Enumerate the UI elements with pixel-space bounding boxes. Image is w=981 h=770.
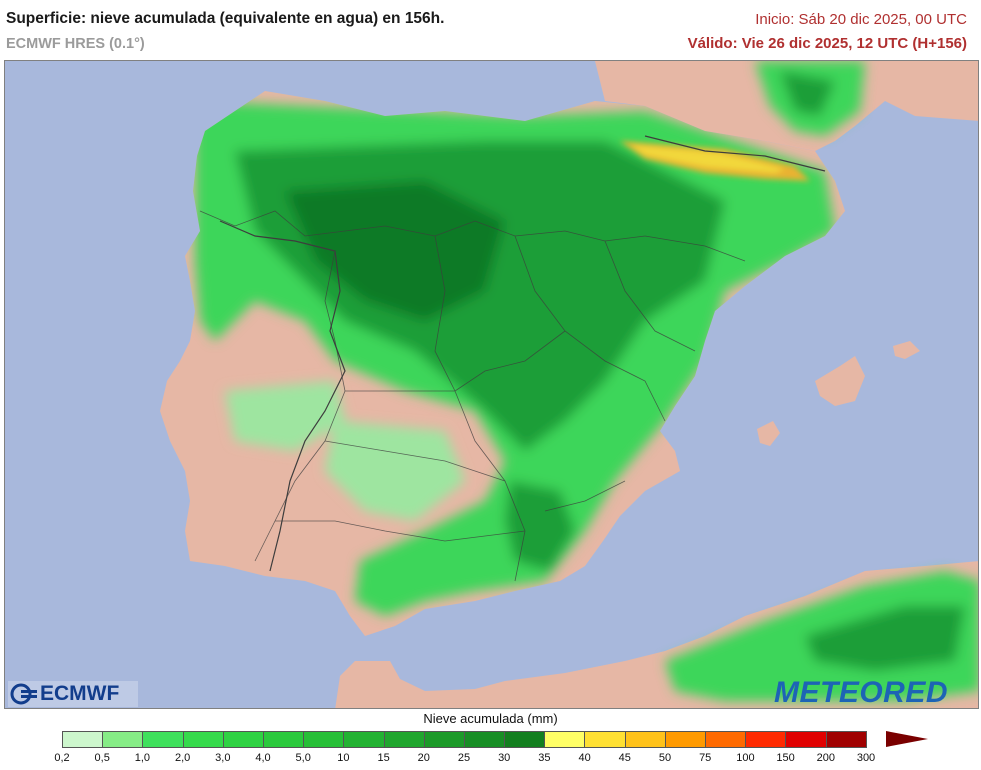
ecmwf-logo: ECMWF bbox=[8, 681, 138, 707]
legend-swatch bbox=[383, 731, 425, 748]
legend-tick-label: 0,5 bbox=[94, 752, 110, 764]
legend-tick-label: 200 bbox=[816, 752, 835, 764]
land-corsica-edge bbox=[945, 61, 978, 115]
legend-swatch bbox=[303, 731, 345, 748]
legend-tick-label: 1,0 bbox=[134, 752, 151, 764]
legend-tick-label: 75 bbox=[699, 752, 712, 764]
snow-map[interactable] bbox=[4, 60, 979, 709]
land-mallorca bbox=[815, 356, 865, 406]
legend-swatch bbox=[544, 731, 586, 748]
page-title: Superficie: nieve acumulada (equivalente… bbox=[6, 10, 445, 27]
legend-swatch bbox=[102, 731, 144, 748]
legend-swatch bbox=[584, 731, 626, 748]
legend-tick-label: 30 bbox=[498, 752, 511, 764]
legend-tick-label: 10 bbox=[337, 752, 350, 764]
snow-france bbox=[755, 61, 865, 136]
land-menorca bbox=[893, 341, 920, 359]
legend-tick-label: 45 bbox=[618, 752, 631, 764]
legend-title: Nieve acumulada (mm) bbox=[423, 711, 558, 726]
legend-tick-label: 20 bbox=[417, 752, 430, 764]
legend-tick-label: 4,0 bbox=[255, 752, 271, 764]
country-borders bbox=[219, 135, 826, 572]
legend-swatch bbox=[262, 731, 305, 748]
land-ibiza bbox=[757, 421, 780, 446]
legend-tick-label: 35 bbox=[538, 752, 551, 764]
legend-swatch bbox=[423, 731, 465, 748]
meteored-logo: METEORED bbox=[774, 676, 949, 709]
legend-swatch bbox=[624, 731, 666, 748]
header: Superficie: nieve acumulada (equivalente… bbox=[0, 0, 981, 60]
legend-color-bar bbox=[62, 731, 867, 748]
ecmwf-mark-icon bbox=[10, 683, 37, 705]
legend-tick-label: 50 bbox=[658, 752, 672, 764]
legend-tick-label: 300 bbox=[856, 752, 876, 764]
legend-swatch bbox=[785, 731, 827, 748]
legend-swatch bbox=[504, 731, 546, 748]
region-borders bbox=[199, 210, 746, 582]
legend-swatch bbox=[825, 731, 867, 748]
model-label: ECMWF HRES (0.1°) bbox=[6, 36, 145, 52]
legend-tick-label: 100 bbox=[736, 752, 755, 764]
legend-tick-label: 25 bbox=[457, 752, 471, 764]
legend-swatch bbox=[142, 731, 184, 748]
snow-north-africa bbox=[665, 571, 978, 701]
legend-tick-label: 0,2 bbox=[54, 752, 70, 764]
legend-swatch bbox=[182, 731, 224, 748]
legend-tick-label: 5,0 bbox=[295, 752, 311, 764]
legend-swatch bbox=[745, 731, 787, 748]
legend-tick-label: 15 bbox=[377, 752, 390, 764]
map-canvas bbox=[5, 61, 978, 708]
legend-tick-label: 2,0 bbox=[174, 752, 191, 764]
legend-swatch bbox=[664, 731, 706, 748]
legend-swatch bbox=[705, 731, 747, 748]
legend-swatch bbox=[62, 731, 104, 748]
legend-tick-label: 3,0 bbox=[215, 752, 231, 764]
valid-time: Válido: Vie 26 dic 2025, 12 UTC (H+156) bbox=[687, 35, 967, 52]
ecmwf-logo-text: ECMWF bbox=[40, 682, 120, 705]
legend-ticks: 0,2 0,5 1,0 2,0 3,0 4,0 5,0 10 15 20 25 30 35 40 45 50 7… bbox=[0, 752, 981, 768]
legend-swatch bbox=[222, 731, 264, 748]
legend-swatch bbox=[343, 731, 385, 748]
legend-arrow-icon bbox=[886, 731, 928, 747]
init-time: Inicio: Sáb 20 dic 2025, 00 UTC bbox=[755, 11, 967, 28]
legend-swatch bbox=[463, 731, 506, 748]
legend-tick-label: 150 bbox=[776, 752, 795, 764]
legend-tick-label: 40 bbox=[578, 752, 591, 764]
